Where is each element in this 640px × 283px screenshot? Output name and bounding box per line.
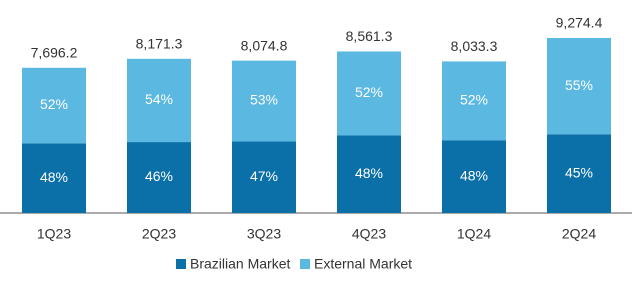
- total-label: 8,171.3: [136, 36, 183, 52]
- bar-segment: [442, 140, 506, 213]
- bar-segment: [337, 51, 401, 136]
- bar-segment: [547, 134, 611, 213]
- legend-label: External Market: [314, 256, 412, 272]
- total-label: 7,696.2: [31, 44, 78, 60]
- segment-label: 48%: [355, 165, 383, 181]
- segment-label: 52%: [355, 84, 383, 100]
- total-label: 8,074.8: [241, 37, 288, 53]
- x-tick-label: 3Q23: [247, 226, 281, 242]
- x-tick-label: 4Q23: [352, 226, 386, 242]
- segment-label: 53%: [250, 92, 278, 108]
- bar-segment: [22, 67, 86, 144]
- bar-segment: [337, 135, 401, 213]
- x-tick-label: 2Q23: [142, 226, 176, 242]
- x-tick-label: 1Q24: [457, 226, 491, 242]
- segment-label: 48%: [40, 169, 68, 185]
- legend-swatch: [176, 259, 186, 269]
- legend-swatch: [300, 259, 310, 269]
- segment-label: 52%: [460, 92, 488, 108]
- segment-label: 54%: [145, 91, 173, 107]
- segment-label: 47%: [250, 168, 278, 184]
- bar-segment: [547, 38, 611, 135]
- total-label: 8,033.3: [451, 38, 498, 54]
- bar-segment: [442, 61, 506, 141]
- x-tick-label: 1Q23: [37, 226, 71, 242]
- x-tick-label: 2Q24: [562, 226, 596, 242]
- segment-label: 45%: [565, 164, 593, 180]
- segment-label: 55%: [565, 77, 593, 93]
- bar-segment: [127, 58, 191, 143]
- segment-label: 52%: [40, 96, 68, 112]
- legend-label: Brazilian Market: [190, 256, 290, 272]
- bar-segment: [22, 143, 86, 213]
- total-label: 9,274.4: [556, 15, 603, 31]
- bar-segment: [232, 141, 296, 213]
- bar-segment: [127, 142, 191, 213]
- segment-label: 46%: [145, 168, 173, 184]
- total-label: 8,561.3: [346, 28, 393, 44]
- segment-label: 48%: [460, 167, 488, 183]
- bar-segment: [232, 60, 296, 142]
